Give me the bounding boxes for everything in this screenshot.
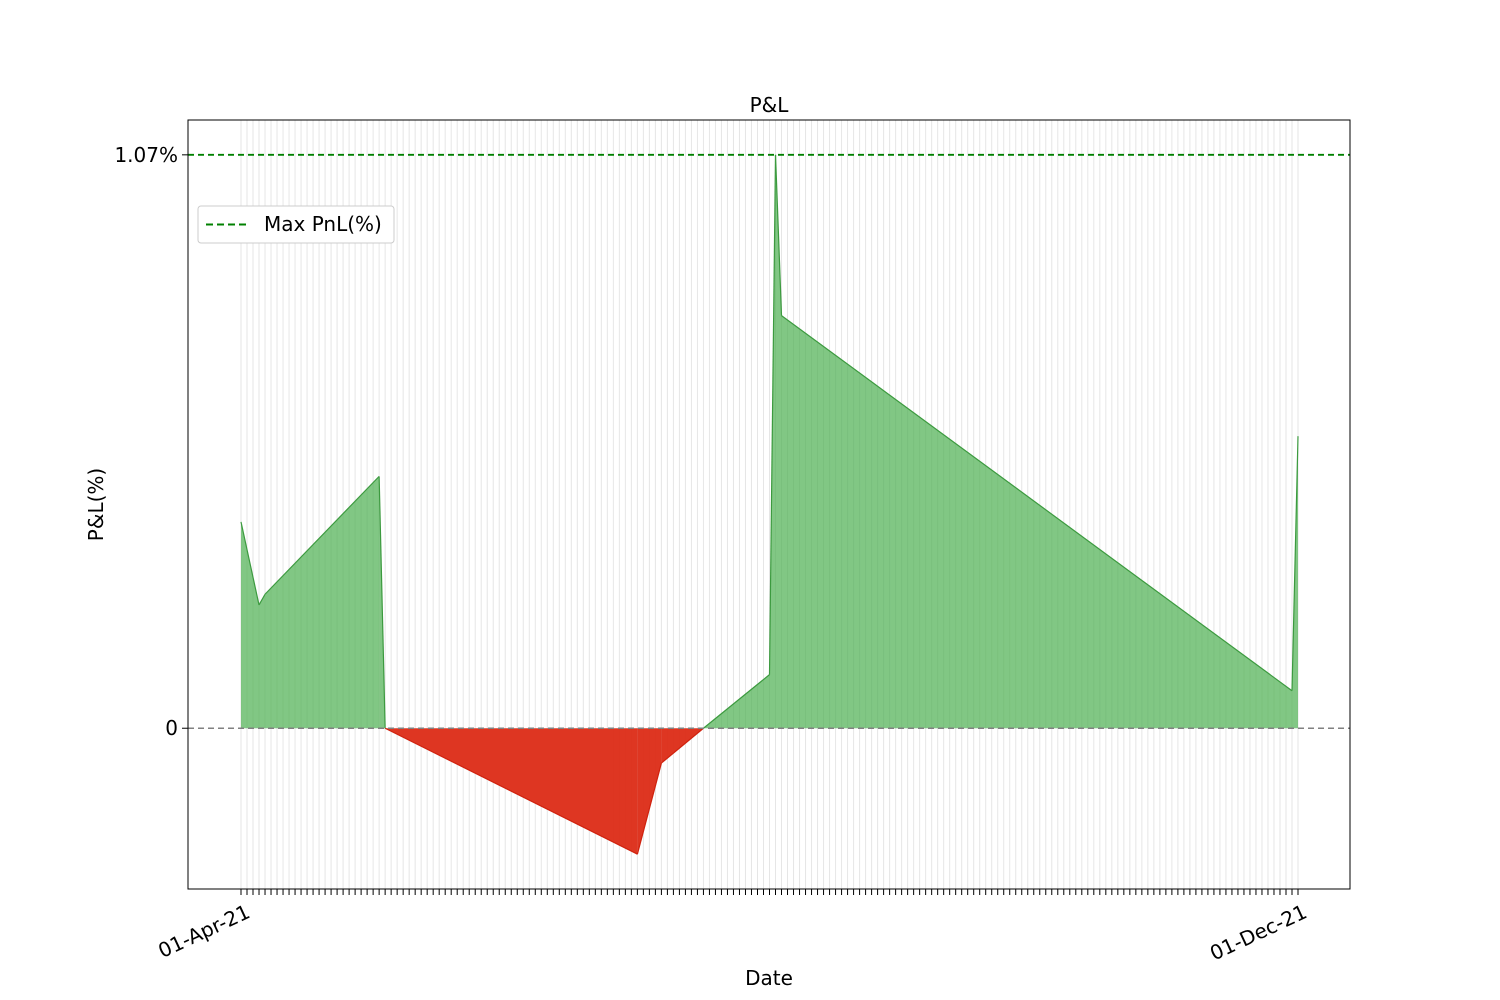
x-axis-ticks: 01-Apr-21 01-Dec-21 <box>154 889 1311 966</box>
positive-area <box>781 315 1292 729</box>
legend-label-max-pnl: Max PnL(%) <box>264 212 382 236</box>
y-axis-ticks: 0 1.07% <box>114 143 188 740</box>
negative-area-edge <box>661 727 704 764</box>
legend-box <box>197 205 395 244</box>
positive-area-edge <box>378 476 386 729</box>
positive-area-edge <box>781 315 1293 692</box>
negative-area <box>637 728 662 855</box>
positive-area-edge <box>264 475 380 595</box>
positive-area <box>265 476 380 729</box>
x-tick-label: 01-Apr-21 <box>154 900 253 963</box>
positive-area-edge <box>768 154 777 675</box>
legend: Max PnL(%) <box>197 205 395 244</box>
positive-area-edge <box>1291 436 1299 691</box>
x-axis-label: Date <box>745 966 793 990</box>
positive-area-edge <box>703 674 770 729</box>
chart-title: P&L <box>750 93 790 117</box>
negative-area-edge <box>384 727 638 855</box>
positive-area <box>259 594 266 729</box>
positive-area-edge <box>240 521 260 606</box>
positive-area-edge <box>774 154 783 316</box>
negative-area-edge <box>636 762 662 855</box>
positive-area <box>241 521 260 729</box>
grid-lines <box>240 120 1299 889</box>
positive-area-edge <box>258 593 266 606</box>
y-tick-label: 0 <box>165 716 178 740</box>
y-axis-label: P&L(%) <box>84 468 108 541</box>
x-tick-label: 01-Dec-21 <box>1206 900 1310 966</box>
y-tick-label: 1.07% <box>114 143 178 167</box>
positive-area <box>775 154 782 729</box>
reference-lines <box>188 153 1350 729</box>
pnl-area <box>240 154 1299 855</box>
